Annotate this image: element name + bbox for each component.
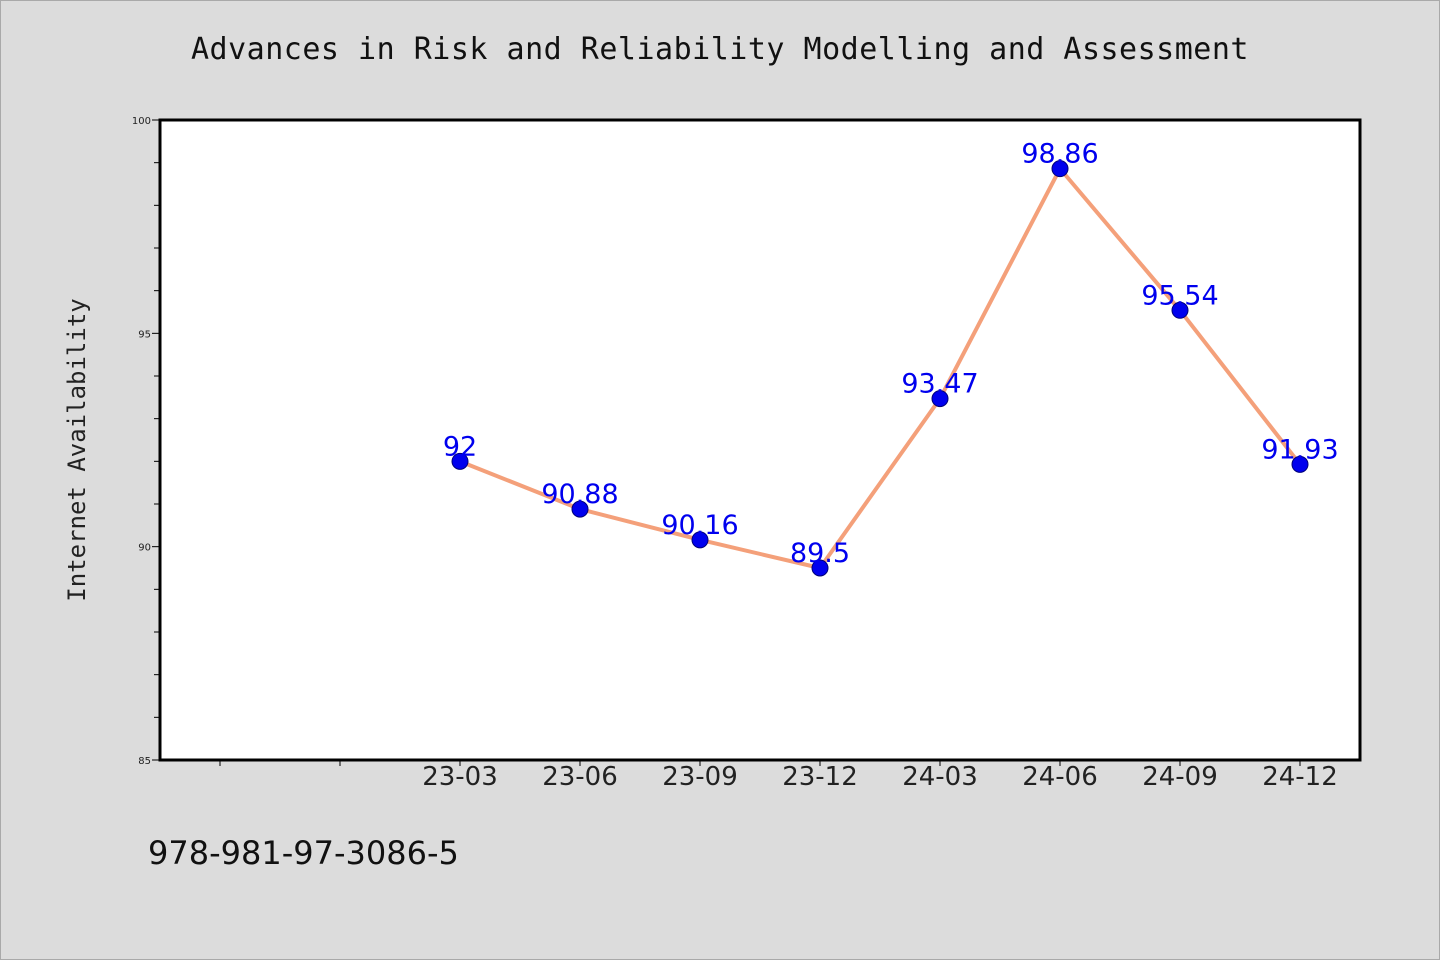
data-point bbox=[451, 452, 469, 470]
x-tick-label: 23-06 bbox=[542, 762, 618, 792]
x-tick-label: 23-09 bbox=[662, 762, 738, 792]
x-tick-label: 23-03 bbox=[422, 762, 498, 792]
data-point bbox=[811, 559, 829, 577]
data-label: 90.88 bbox=[541, 479, 618, 510]
y-axis-label: Internet Availability bbox=[63, 298, 91, 601]
chart-title: Advances in Risk and Reliability Modelli… bbox=[190, 32, 1249, 67]
y-axis: 85 90 95 100 bbox=[132, 116, 159, 767]
data-point bbox=[1291, 455, 1309, 473]
x-axis: 23-03 23-06 23-09 23-12 24-03 24-06 24-09 24-12 bbox=[219, 761, 1338, 792]
data-label: 91.93 bbox=[1261, 434, 1338, 465]
data-point bbox=[1171, 301, 1189, 319]
y-tick-label: 85 bbox=[138, 756, 151, 767]
data-label: 92 bbox=[443, 431, 477, 462]
data-point bbox=[691, 531, 709, 549]
data-point bbox=[1051, 160, 1069, 178]
plot-area bbox=[158, 118, 1362, 762]
data-point bbox=[931, 390, 949, 408]
series-line bbox=[459, 166, 1302, 570]
y-tick-label: 90 bbox=[138, 543, 151, 554]
x-tick-label: 23-12 bbox=[782, 762, 858, 792]
data-label: 90.16 bbox=[661, 510, 738, 541]
x-tick-label: 24-09 bbox=[1142, 762, 1218, 792]
series-internet-availability: 92 90.88 90.16 89.5 93.47 98.86 95.54 91.93 bbox=[443, 139, 1339, 577]
x-tick-label: 24-12 bbox=[1262, 762, 1338, 792]
x-tick-label: 24-06 bbox=[1022, 762, 1098, 792]
data-label: 95.54 bbox=[1141, 280, 1218, 311]
data-label: 98.86 bbox=[1021, 139, 1098, 170]
y-tick-label: 100 bbox=[132, 116, 151, 127]
x-tick-label: 24-03 bbox=[902, 762, 978, 792]
data-label: 89.5 bbox=[790, 538, 850, 569]
data-point bbox=[571, 500, 589, 518]
data-label: 93.47 bbox=[901, 369, 978, 400]
y-tick-label: 95 bbox=[138, 329, 151, 340]
isbn-text: 978-981-97-3086-5 bbox=[148, 834, 459, 872]
